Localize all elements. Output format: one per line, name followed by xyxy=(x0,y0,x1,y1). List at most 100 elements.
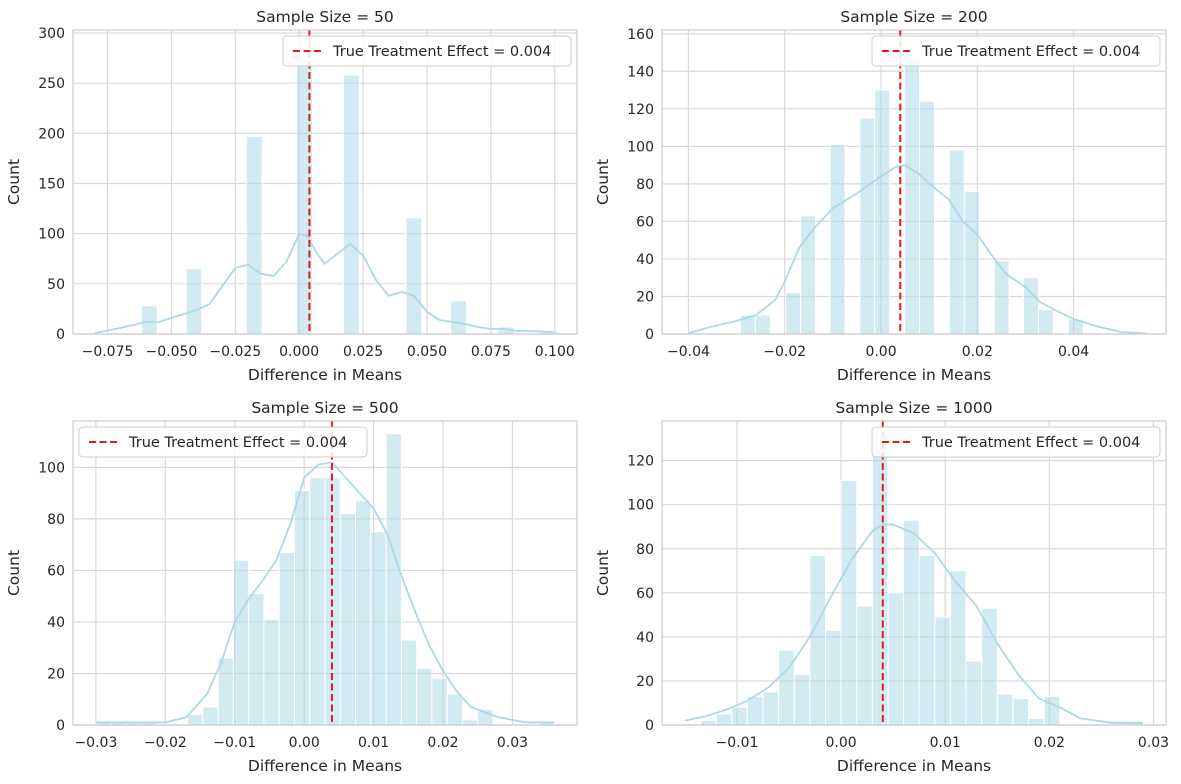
x-tick-label: −0.02 xyxy=(144,735,187,751)
legend-box xyxy=(78,426,368,458)
histogram-bar xyxy=(1037,309,1054,335)
legend-label: True Treatment Effect = 0.004 xyxy=(921,435,1140,451)
x-tick-label: 0.00 xyxy=(865,344,896,360)
histogram-bar xyxy=(355,500,372,726)
histogram-bar xyxy=(856,605,873,726)
histogram-bar xyxy=(400,639,418,726)
legend-box xyxy=(871,35,1161,67)
x-axis-label: Difference in Means xyxy=(248,366,402,384)
y-tick-label: 80 xyxy=(636,542,654,558)
legend: True Treatment Effect = 0.004 xyxy=(871,426,1161,458)
histogram-bar xyxy=(187,714,204,726)
y-tick-label: 80 xyxy=(47,512,65,528)
y-tick-label: 40 xyxy=(636,630,654,646)
legend-box xyxy=(282,35,572,67)
histogram-bar xyxy=(762,691,780,726)
y-tick-label: 20 xyxy=(636,674,654,690)
subplot-4: −0.01 0.00 0.01 0.02 0.03 0 20 40 60 80 100 120 Samp… xyxy=(594,399,1169,775)
x-tick-label: 0.075 xyxy=(471,344,511,360)
histogram-bar xyxy=(405,217,423,335)
y-tick-label: 200 xyxy=(38,126,65,142)
histogram-bar xyxy=(140,305,158,335)
kde-curve xyxy=(684,523,1144,724)
histogram-bar xyxy=(342,74,360,335)
histogram-bar xyxy=(981,607,998,726)
histogram-bar xyxy=(824,629,842,726)
kde-curve xyxy=(688,164,1146,335)
x-tick-label: 0.02 xyxy=(962,344,993,360)
axes-frame xyxy=(72,420,578,726)
histogram-bar xyxy=(934,616,951,726)
y-tick-label: 60 xyxy=(636,586,654,602)
x-tick-label: 0.03 xyxy=(497,735,528,751)
y-tick-label: 0 xyxy=(645,327,654,343)
legend-label: True Treatment Effect = 0.004 xyxy=(921,44,1140,60)
histogram-bar xyxy=(904,57,921,335)
histogram-bar xyxy=(263,618,280,726)
x-axis-label: Difference in Means xyxy=(837,366,991,384)
y-axis-label: Count xyxy=(594,550,612,596)
x-tick-label: −0.01 xyxy=(716,735,759,751)
y-tick-label: 50 xyxy=(47,277,65,293)
subplot-title: Sample Size = 1000 xyxy=(835,399,992,417)
subplot-1: −0.075 −0.050 −0.025 0.000 0.025 0.050 0.075 0.… xyxy=(5,8,578,384)
x-tick-label: −0.03 xyxy=(74,735,117,751)
axes-frame xyxy=(661,420,1167,726)
histogram-bar xyxy=(840,479,858,726)
histogram-bar xyxy=(293,490,311,726)
histogram-bar xyxy=(800,215,817,335)
histogram-bar xyxy=(1012,698,1030,726)
y-tick-label: 160 xyxy=(627,27,654,43)
histogram-bar xyxy=(859,117,876,335)
x-tick-label: 0.025 xyxy=(343,344,383,360)
histogram-bar xyxy=(746,695,764,726)
y-tick-label: 60 xyxy=(636,214,654,230)
y-tick-label: 140 xyxy=(627,64,654,80)
x-tick-label: 0.00 xyxy=(289,735,320,751)
histogram-bar xyxy=(370,531,387,726)
y-tick-label: 40 xyxy=(47,615,65,631)
x-tick-label: 0.03 xyxy=(1138,735,1169,751)
y-tick-label: 100 xyxy=(38,227,65,243)
histogram-bar xyxy=(996,693,1014,726)
histogram-bar xyxy=(385,433,402,726)
histogram-bar xyxy=(309,477,326,726)
histogram-bar xyxy=(793,673,811,726)
histogram-bar xyxy=(903,519,920,726)
histogram-bar xyxy=(785,292,802,335)
subplot-3: −0.03 −0.02 −0.01 0.00 0.01 0.02 0.03 0 20 40 60 80… xyxy=(5,399,578,775)
x-tick-label: −0.01 xyxy=(213,735,256,751)
histogram-bar xyxy=(278,551,295,726)
x-tick-label: 0.050 xyxy=(407,344,447,360)
y-tick-label: 0 xyxy=(56,718,65,734)
histogram-bar xyxy=(245,135,263,335)
legend: True Treatment Effect = 0.004 xyxy=(282,35,572,67)
y-tick-label: 0 xyxy=(56,327,65,343)
histogram-bar xyxy=(919,100,935,335)
y-axis-label: Count xyxy=(594,159,612,205)
subplot-title: Sample Size = 500 xyxy=(251,399,398,417)
x-tick-label: −0.04 xyxy=(667,344,710,360)
y-tick-label: 150 xyxy=(38,177,65,193)
histogram-bar xyxy=(949,570,967,726)
kde-curve xyxy=(95,461,555,724)
y-tick-label: 40 xyxy=(636,252,654,268)
histogram-bar xyxy=(202,706,219,726)
histogram-bar xyxy=(248,593,265,726)
axes-frame xyxy=(661,29,1167,335)
histogram-bar xyxy=(993,260,1010,335)
histogram-bar xyxy=(700,720,717,726)
x-tick-label: 0.100 xyxy=(535,344,575,360)
histogram-bar xyxy=(754,314,771,335)
y-tick-label: 120 xyxy=(627,102,654,118)
histogram-bar xyxy=(461,719,479,726)
histogram-bar xyxy=(963,190,980,335)
legend: True Treatment Effect = 0.004 xyxy=(871,35,1161,67)
histogram-bar xyxy=(446,693,463,726)
y-tick-label: 20 xyxy=(47,666,65,682)
histogram-bar xyxy=(1043,695,1061,726)
plot-area xyxy=(73,30,577,334)
legend-label: True Treatment Effect = 0.004 xyxy=(128,435,347,451)
y-tick-label: 100 xyxy=(627,139,654,155)
